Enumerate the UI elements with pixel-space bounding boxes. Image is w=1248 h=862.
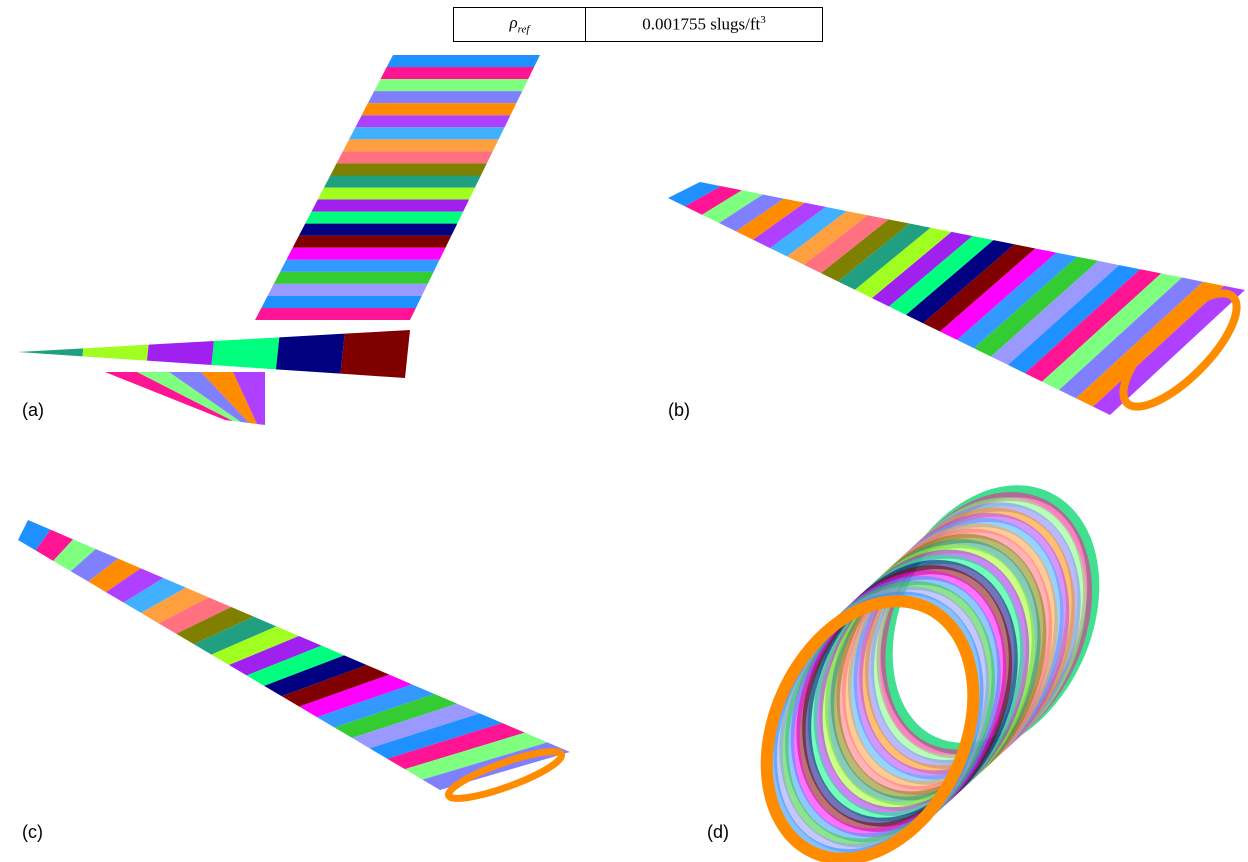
mesh-strip — [324, 175, 481, 187]
mesh-strip — [261, 296, 422, 308]
mesh-strip — [280, 260, 439, 272]
mesh-strip — [268, 284, 428, 296]
mesh-strip — [374, 79, 528, 91]
panel-label: (c) — [22, 822, 43, 842]
panel-label: (b) — [668, 400, 690, 420]
mesh-strip — [147, 341, 214, 365]
figure: (a) (b) (c) (d) — [0, 0, 1248, 862]
mesh-strip — [305, 212, 463, 224]
mesh-strip — [276, 334, 345, 374]
mesh-strip — [343, 139, 499, 151]
mesh-strip — [362, 103, 517, 115]
panel-label: (d) — [707, 822, 729, 842]
mesh-strip — [83, 345, 149, 361]
mesh-strip — [387, 55, 540, 67]
mesh-strip — [337, 151, 493, 163]
mesh-strip — [18, 348, 83, 356]
mesh-strip — [380, 67, 534, 79]
mesh-strip — [293, 236, 452, 248]
page: ρref 0.001755 slugs/ft3 (a) (b) (c) (d) … — [0, 0, 1248, 862]
mesh-strip — [286, 248, 445, 260]
mesh-strip — [355, 115, 510, 127]
mesh-strip — [255, 308, 416, 320]
mesh-strip — [311, 200, 469, 212]
mesh-strip — [349, 127, 504, 139]
mesh-strip — [212, 337, 280, 369]
mesh-strip — [299, 224, 457, 236]
mesh-strip — [330, 163, 487, 175]
mesh-strip — [318, 188, 475, 200]
mesh-strip — [368, 91, 522, 103]
mesh-strip — [274, 272, 434, 284]
panel-label: (a) — [22, 400, 44, 420]
meshes — [18, 55, 1248, 862]
mesh-strip — [341, 330, 411, 378]
